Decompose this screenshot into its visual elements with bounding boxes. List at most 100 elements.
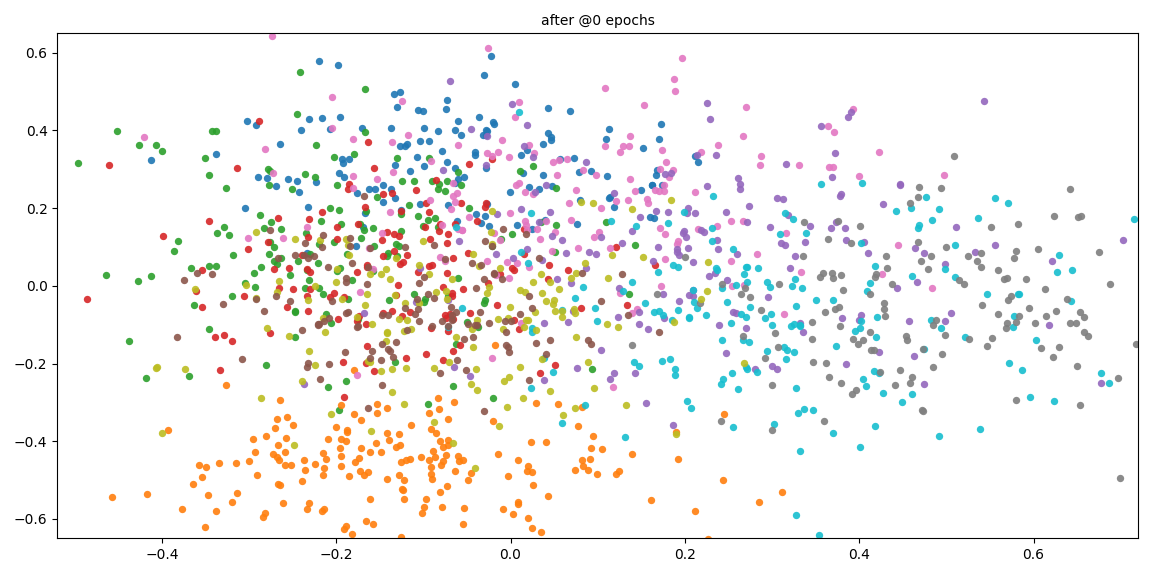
Point: [350, 219, 369, 229]
Point: [932, 183, 950, 192]
Point: [960, 335, 978, 344]
Point: [416, 223, 434, 232]
Point: [1002, 291, 1021, 301]
Point: [28, 493, 46, 502]
Point: [843, 335, 862, 344]
Point: [954, 279, 972, 288]
Point: [458, 248, 477, 257]
Point: [1028, 336, 1046, 345]
Point: [448, 355, 467, 365]
Point: [372, 355, 391, 365]
Point: [969, 213, 987, 222]
Point: [515, 187, 533, 196]
Point: [419, 408, 438, 418]
Point: [741, 302, 759, 312]
Point: [764, 320, 782, 329]
Point: [476, 212, 494, 221]
Point: [935, 170, 954, 179]
Point: [849, 172, 867, 181]
Point: [418, 215, 437, 224]
Point: [568, 219, 586, 228]
Point: [520, 262, 538, 271]
Point: [344, 172, 363, 181]
Point: [823, 269, 841, 278]
Point: [517, 316, 536, 325]
Point: [650, 187, 668, 196]
Point: [259, 237, 278, 247]
Point: [562, 215, 581, 224]
Point: [517, 226, 536, 235]
Point: [516, 217, 535, 226]
Point: [425, 363, 444, 373]
Point: [328, 234, 347, 244]
Point: [1061, 319, 1079, 328]
Point: [389, 471, 408, 480]
Point: [396, 363, 415, 373]
Point: [501, 209, 520, 218]
Point: [435, 256, 454, 266]
Point: [558, 154, 576, 164]
Point: [831, 321, 849, 331]
Point: [827, 341, 846, 350]
Point: [6, 198, 24, 207]
Point: [1045, 211, 1063, 221]
Point: [491, 270, 509, 279]
Point: [378, 252, 396, 261]
Point: [233, 354, 251, 363]
Point: [391, 259, 409, 268]
Point: [850, 442, 869, 452]
Point: [448, 225, 467, 234]
Point: [691, 225, 710, 234]
Point: [260, 249, 279, 259]
Point: [637, 399, 655, 408]
Point: [406, 310, 424, 319]
Point: [321, 409, 340, 418]
Point: [870, 347, 888, 357]
Point: [850, 221, 869, 230]
Point: [550, 285, 568, 294]
Point: [476, 295, 494, 305]
Point: [669, 454, 688, 464]
Point: [832, 270, 850, 279]
Point: [978, 290, 996, 299]
Point: [328, 60, 347, 70]
Point: [668, 239, 687, 248]
Point: [677, 396, 696, 406]
Point: [483, 154, 501, 163]
Point: [479, 279, 498, 288]
Point: [258, 323, 276, 332]
Point: [740, 337, 758, 346]
Point: [187, 286, 205, 295]
Point: [654, 310, 673, 320]
Point: [249, 172, 267, 181]
Point: [475, 131, 493, 140]
Point: [500, 153, 518, 162]
Point: [365, 366, 384, 376]
Point: [493, 324, 511, 333]
Point: [923, 215, 941, 225]
Point: [854, 335, 872, 344]
Point: [434, 282, 453, 291]
Point: [377, 336, 395, 345]
Point: [407, 185, 425, 195]
Point: [338, 521, 356, 530]
Point: [511, 247, 530, 256]
Point: [483, 240, 501, 249]
Point: [285, 440, 303, 449]
Point: [394, 257, 412, 267]
Point: [824, 162, 842, 171]
Point: [756, 313, 774, 323]
Point: [358, 280, 377, 289]
Point: [97, 270, 115, 279]
Point: [776, 354, 795, 363]
Point: [824, 273, 842, 282]
Point: [175, 275, 194, 285]
Point: [463, 249, 482, 258]
Point: [235, 291, 253, 301]
Point: [411, 137, 430, 146]
Point: [444, 381, 462, 391]
Point: [476, 236, 494, 245]
Point: [787, 301, 805, 310]
Point: [236, 203, 255, 212]
Point: [751, 161, 770, 170]
